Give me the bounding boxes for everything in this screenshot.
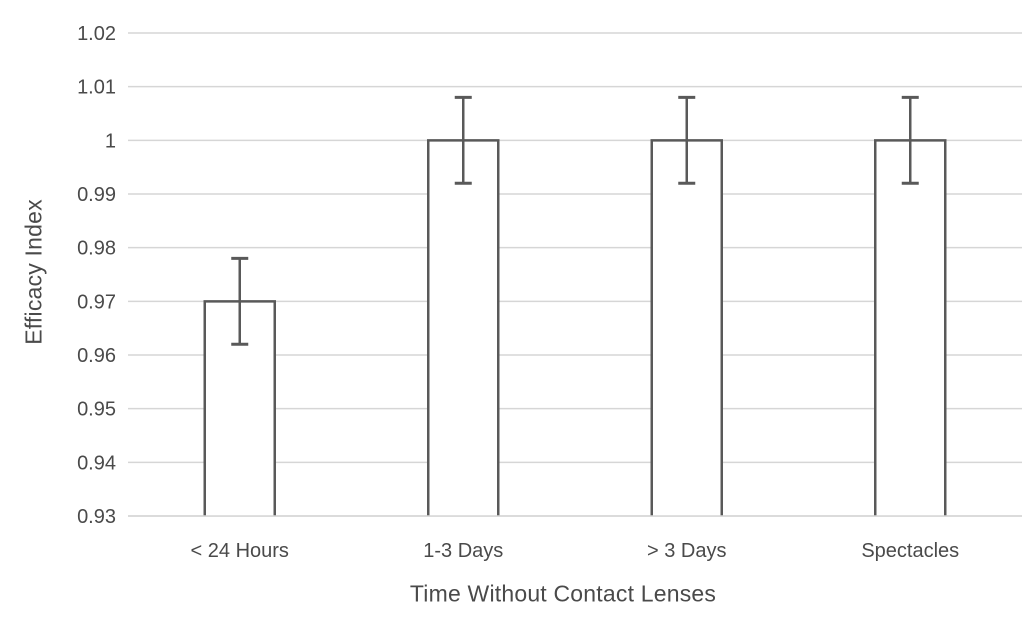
y-tick-label: 0.97 (77, 291, 116, 313)
y-tick-label: 1 (105, 130, 116, 152)
x-axis-title: Time Without Contact Lenses (409, 580, 717, 607)
bar (650, 139, 723, 516)
y-tick-label: 1.01 (77, 77, 116, 99)
x-category-label: 1-3 Days (423, 540, 503, 562)
bar (874, 139, 947, 516)
y-tick-label: 0.99 (77, 184, 116, 206)
y-tick-label: 0.98 (77, 238, 116, 260)
y-tick-label: 1.02 (77, 23, 116, 45)
y-axis-title: Efficacy Index (20, 199, 47, 345)
x-category-label: > 3 Days (647, 540, 726, 562)
y-tick-label: 0.96 (77, 345, 116, 367)
bar (427, 139, 500, 516)
x-category-label: Spectacles (861, 540, 959, 562)
x-category-label: < 24 Hours (191, 540, 289, 562)
y-tick-label: 0.94 (77, 452, 116, 474)
y-tick-label: 0.95 (77, 399, 116, 421)
y-tick-label: 0.93 (77, 506, 116, 528)
